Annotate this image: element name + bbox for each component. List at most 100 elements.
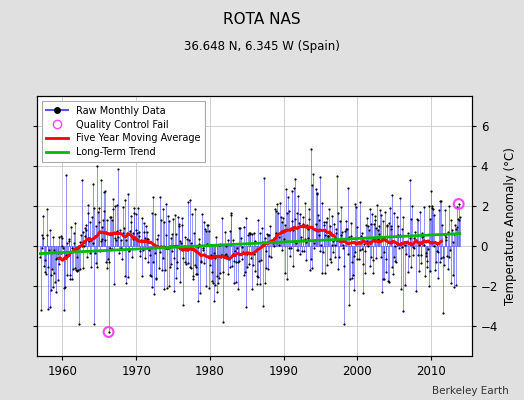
Point [175,221,183,227]
Point [387,226,395,232]
Point [308,182,316,188]
Point [186,197,194,204]
Point [285,208,293,214]
Point [357,232,365,239]
Point [321,270,329,276]
Point [267,254,276,260]
Point [389,270,397,277]
Point [142,222,150,229]
Point [61,172,70,178]
Point [84,210,92,216]
Point [403,238,411,245]
Point [203,241,212,247]
Point [133,236,141,242]
Point [117,245,126,252]
Point [132,227,140,234]
Point [194,298,202,304]
Point [77,232,85,238]
Point [339,242,347,248]
Point [121,273,129,279]
Point [429,212,438,218]
Point [296,211,304,218]
Point [90,205,99,211]
Point [346,275,354,282]
Point [316,174,325,180]
Point [449,239,457,245]
Point [288,188,297,194]
Point [177,240,185,246]
Point [227,210,236,216]
Point [121,197,129,203]
Point [414,216,422,223]
Point [196,258,205,264]
Point [224,271,233,278]
Point [156,194,165,200]
Point [291,216,300,222]
Point [103,265,112,271]
Point [225,264,234,271]
Point [242,215,250,222]
Point [209,280,217,286]
Point [340,263,348,269]
Point [74,244,82,251]
Point [200,260,208,266]
Point [276,214,285,220]
Point [197,259,205,265]
Point [250,238,259,244]
Point [391,242,400,249]
Point [326,256,334,262]
Point [287,244,295,251]
Point [282,210,291,216]
Point [178,222,186,228]
Point [299,220,308,227]
Point [263,231,271,238]
Point [386,205,394,212]
Point [231,248,239,254]
Point [117,237,125,244]
Point [245,261,254,267]
Point [106,214,115,220]
Point [199,244,207,251]
Point [236,235,245,241]
Point [180,243,188,250]
Point [418,230,426,236]
Point [328,213,336,219]
Point [413,252,422,258]
Point [187,240,195,246]
Point [282,186,290,192]
Point [380,276,389,282]
Point [407,216,415,222]
Point [347,258,356,265]
Point [114,166,122,172]
Point [297,234,305,240]
Point [165,218,173,224]
Point [233,244,241,251]
Point [234,286,243,292]
Point [115,227,124,234]
Point [402,250,411,257]
Point [118,203,127,210]
Point [78,176,86,183]
Point [119,225,128,231]
Point [64,238,73,244]
Point [228,263,236,269]
Point [131,234,139,240]
Point [185,264,194,270]
Point [283,194,292,200]
Point [365,206,374,212]
Point [356,247,365,254]
Point [392,241,401,247]
Point [257,224,266,231]
Point [93,264,102,270]
Point [260,235,269,241]
Point [183,199,192,206]
Point [40,269,49,276]
Point [238,256,247,262]
Point [249,262,257,268]
Point [328,242,336,248]
Point [349,272,357,278]
Point [202,228,211,234]
Point [50,270,59,277]
Point [350,252,358,259]
Point [192,271,201,278]
